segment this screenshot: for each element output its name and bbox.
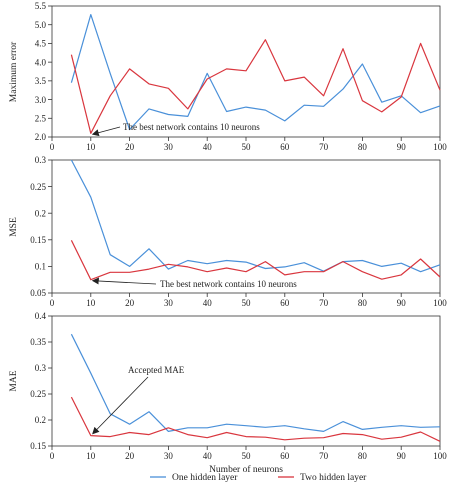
x-tick-label: 60 bbox=[280, 451, 290, 461]
x-tick-label: 50 bbox=[242, 298, 252, 308]
x-tick-label: 30 bbox=[164, 142, 174, 152]
series-line-one-hidden bbox=[70, 159, 441, 273]
y-tick-label: 0.2 bbox=[35, 415, 46, 425]
y-tick-label: 0.2 bbox=[35, 208, 46, 218]
chart-panel-1: 2.0 2.5 3.0 3.5 4.0 4.5 5.0 5.5 0 10 20 30 40 50 60 70 8… bbox=[9, 1, 447, 152]
x-tick-label: 50 bbox=[242, 451, 252, 461]
x-tick-label: 80 bbox=[358, 451, 368, 461]
annotation-arrow bbox=[92, 376, 149, 435]
series-line-one-hidden bbox=[70, 333, 441, 432]
y-tick-label: 2.5 bbox=[35, 113, 47, 123]
y-tick-label: 4.0 bbox=[35, 57, 47, 67]
y-tick-label: 5.5 bbox=[35, 1, 47, 11]
y-tick-label: 0.15 bbox=[30, 235, 46, 245]
x-tick-label: 0 bbox=[50, 142, 55, 152]
x-tick-label: 90 bbox=[397, 451, 407, 461]
y-tick-label: 0.25 bbox=[30, 389, 46, 399]
legend-label-one-hidden: One hidden layer bbox=[172, 473, 238, 483]
x-tick-label: 0 bbox=[50, 451, 55, 461]
y-axis-label: Maximum error bbox=[9, 41, 19, 102]
chart-panel-2: 0.05 0.1 0.15 0.2 0.25 0.3 0 10 20 30 40 50 60 70 80 90… bbox=[9, 155, 447, 308]
chart-panel-3: 0.15 0.2 0.25 0.3 0.35 0.4 0 10 20 30 40 50 60 70 80 90… bbox=[9, 311, 447, 475]
x-tick-label: 70 bbox=[319, 142, 329, 152]
y-axis-label: MSE bbox=[9, 217, 19, 237]
y-tick-label: 5.0 bbox=[35, 20, 47, 30]
x-tick-label: 90 bbox=[397, 298, 407, 308]
legend-label-two-hidden: Two hidden layer bbox=[300, 473, 367, 483]
x-tick-label: 60 bbox=[280, 298, 290, 308]
series-line-two-hidden bbox=[70, 240, 441, 281]
y-tick-label: 0.3 bbox=[35, 363, 47, 373]
x-tick-label: 20 bbox=[125, 298, 135, 308]
x-tick-label: 80 bbox=[358, 142, 368, 152]
x-tick-label: 10 bbox=[86, 298, 96, 308]
x-tick-label: 10 bbox=[86, 142, 96, 152]
series-line-two-hidden bbox=[70, 39, 441, 134]
y-axis-label: MAE bbox=[9, 370, 19, 391]
x-tick-label: 100 bbox=[433, 451, 447, 461]
x-tick-label: 90 bbox=[397, 142, 407, 152]
x-tick-label: 50 bbox=[242, 142, 252, 152]
annotation-text: The best network contains 10 neurons bbox=[160, 279, 297, 289]
annotation-text: Accepted MAE bbox=[128, 365, 185, 375]
x-tick-label: 20 bbox=[125, 142, 135, 152]
x-tick-label: 100 bbox=[433, 298, 447, 308]
y-tick-label: 0.25 bbox=[30, 182, 46, 192]
y-tick-label: 2.0 bbox=[35, 132, 47, 142]
annotation-arrow bbox=[91, 126, 121, 137]
x-tick-label: 70 bbox=[319, 298, 329, 308]
x-axis-label: Number of neurons bbox=[209, 464, 283, 475]
x-tick-label: 60 bbox=[280, 142, 290, 152]
series-line-two-hidden bbox=[70, 396, 441, 442]
y-tick-label: 3.5 bbox=[35, 76, 47, 86]
y-tick-label: 0.15 bbox=[30, 441, 46, 451]
x-tick-label: 100 bbox=[433, 142, 447, 152]
annotation-text: The best network contains 10 neurons bbox=[123, 122, 260, 132]
plot-frame bbox=[51, 315, 441, 447]
x-tick-label: 10 bbox=[86, 451, 96, 461]
x-tick-label: 40 bbox=[203, 451, 213, 461]
x-tick-label: 30 bbox=[164, 451, 174, 461]
x-tick-label: 70 bbox=[319, 451, 329, 461]
y-tick-label: 0.4 bbox=[35, 311, 47, 321]
y-tick-label: 3.0 bbox=[35, 95, 47, 105]
x-tick-label: 40 bbox=[203, 142, 213, 152]
plot-frame bbox=[51, 159, 441, 294]
y-tick-label: 4.5 bbox=[35, 39, 47, 49]
y-tick-label: 0.1 bbox=[35, 262, 46, 272]
x-tick-label: 80 bbox=[358, 298, 368, 308]
y-tick-label: 0.35 bbox=[30, 337, 46, 347]
annotation-arrow bbox=[91, 277, 157, 285]
x-tick-label: 30 bbox=[164, 298, 174, 308]
chart-panels: 2.0 2.5 3.0 3.5 4.0 4.5 5.0 5.5 0 10 20 30 40 50 60 70 8… bbox=[9, 1, 447, 475]
x-tick-label: 20 bbox=[125, 451, 135, 461]
y-tick-label: 0.05 bbox=[30, 288, 46, 298]
y-tick-label: 0.3 bbox=[35, 155, 47, 165]
series-line-one-hidden bbox=[70, 14, 441, 131]
legend: One hidden layer Two hidden layer bbox=[150, 473, 367, 483]
x-tick-label: 0 bbox=[50, 298, 55, 308]
x-tick-label: 40 bbox=[203, 298, 213, 308]
